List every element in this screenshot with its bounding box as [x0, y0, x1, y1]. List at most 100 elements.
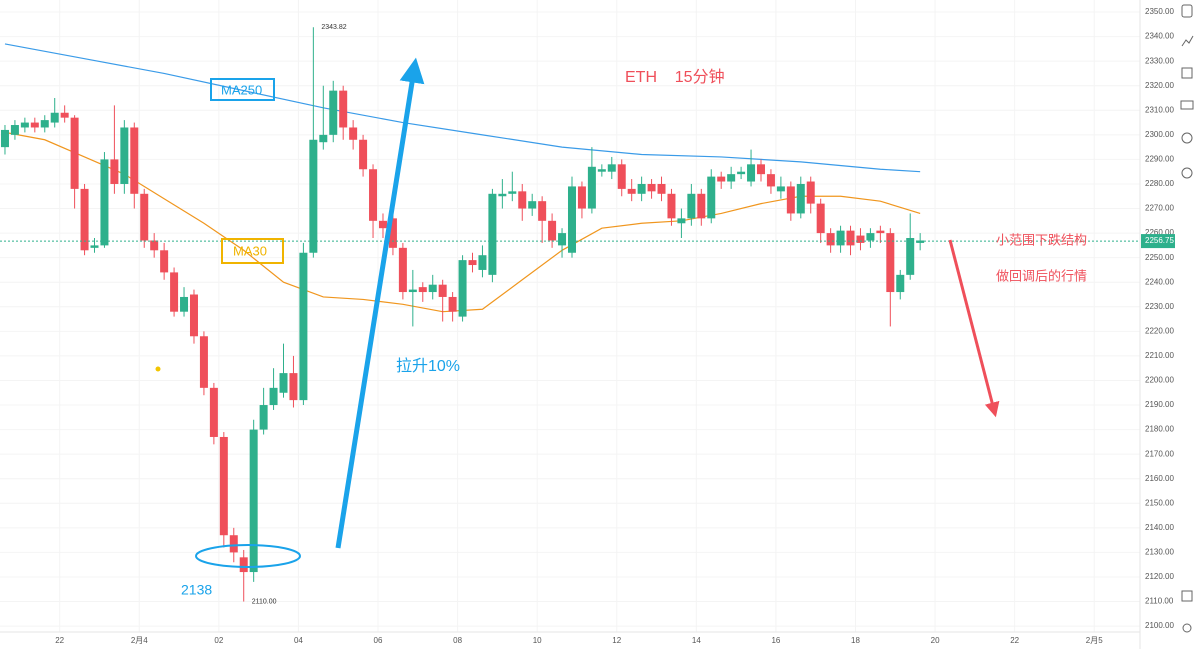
candle-body	[229, 535, 238, 553]
y-tick-label: 2130.00	[1145, 548, 1174, 557]
legend-label: MA30	[233, 243, 267, 258]
candle-body	[20, 122, 29, 128]
annotation: 2138	[181, 582, 212, 598]
chart-title: ETH 15分钟	[625, 68, 725, 86]
tool-icon[interactable]	[1181, 590, 1193, 602]
candle-body	[707, 176, 716, 219]
grid	[0, 0, 1140, 632]
candle-body	[50, 112, 59, 123]
candle-body	[518, 191, 527, 209]
candle-body	[747, 164, 756, 182]
x-tick-label: 12	[612, 636, 621, 645]
candle-body	[468, 260, 477, 266]
candle-body	[846, 230, 855, 246]
candle-body	[70, 117, 79, 189]
candle-body	[199, 336, 208, 388]
candle-body	[617, 164, 626, 189]
y-tick-label: 2330.00	[1145, 56, 1174, 65]
candle-body	[478, 255, 487, 270]
tool-icon[interactable]	[1181, 132, 1193, 144]
candle-body	[289, 373, 298, 401]
candle-body	[697, 193, 706, 219]
price-tag	[1141, 234, 1175, 249]
candle-body	[776, 186, 785, 192]
x-tick-label: 2月4	[131, 636, 148, 645]
candle-body	[786, 186, 795, 214]
y-tick-label: 2280.00	[1145, 179, 1174, 188]
bottom-circle	[195, 544, 301, 568]
candle-body	[299, 252, 308, 401]
candle-body	[30, 122, 39, 128]
candle-body	[40, 120, 49, 128]
candle-body	[398, 247, 407, 293]
candle-body	[856, 235, 865, 243]
candle-body	[319, 134, 328, 143]
candle-body	[189, 294, 198, 337]
candle-body	[160, 250, 169, 273]
candle-body	[647, 183, 656, 192]
candle-body	[438, 284, 447, 297]
candle-body	[657, 183, 666, 194]
tool-icon[interactable]	[1181, 4, 1193, 18]
candle-body	[309, 139, 318, 253]
tool-icon[interactable]	[1181, 67, 1193, 79]
candle-body	[339, 90, 348, 128]
candle-body	[727, 174, 736, 182]
y-tick-label: 2210.00	[1145, 351, 1174, 360]
y-tick-label: 2220.00	[1145, 326, 1174, 335]
candle-body	[548, 220, 557, 241]
candle-body	[667, 193, 676, 219]
candle-body	[120, 127, 129, 184]
y-tick-label: 2270.00	[1145, 204, 1174, 213]
y-tick-label: 2110.00	[1145, 597, 1174, 606]
min-label: 2110.00	[252, 598, 277, 605]
candle-body	[329, 90, 338, 135]
candle-body	[876, 230, 885, 234]
x-tick-label: 22	[1010, 636, 1019, 645]
y-tick-label: 2300.00	[1145, 130, 1174, 139]
candle-body	[567, 186, 576, 253]
tool-icon[interactable]	[1182, 623, 1192, 633]
candle-body	[219, 436, 228, 536]
candle-body	[717, 176, 726, 182]
candle-body	[558, 233, 567, 246]
candle-body	[906, 238, 915, 275]
y-tick-label: 2190.00	[1145, 400, 1174, 409]
y-tick-label: 2180.00	[1145, 425, 1174, 434]
candle-body	[498, 193, 507, 197]
candle-body	[80, 188, 89, 251]
candle-body	[577, 186, 586, 209]
plot	[0, 27, 1140, 602]
annotation: 做回调后的行情	[996, 268, 1087, 283]
annotation: 拉升10%	[396, 357, 460, 375]
tool-icon[interactable]	[1181, 35, 1194, 47]
candle-body	[916, 240, 925, 243]
candle-body	[597, 169, 606, 172]
ma-line	[4, 43, 921, 173]
candle-body	[687, 193, 696, 219]
y-tick-label: 2260.00	[1145, 228, 1174, 237]
candle-body	[279, 373, 288, 393]
x-tick-label: 08	[453, 636, 462, 645]
candle-body	[587, 166, 596, 209]
x-tick-label: 04	[294, 636, 303, 645]
y-tick-label: 2230.00	[1145, 302, 1174, 311]
candle-body	[408, 289, 417, 293]
candle-body	[826, 233, 835, 246]
candle-body	[369, 169, 378, 221]
candle-body	[806, 181, 815, 204]
candle-body	[607, 164, 616, 172]
dot	[155, 366, 161, 372]
candle-body	[766, 174, 775, 187]
candle-body	[349, 127, 358, 140]
candle-body	[677, 218, 686, 224]
candle-body	[249, 429, 258, 573]
candle-body	[90, 245, 99, 248]
tool-icon[interactable]	[1181, 167, 1193, 179]
candle-body	[866, 233, 875, 241]
candle-body	[538, 201, 547, 221]
candle-body	[488, 193, 497, 275]
tool-icon[interactable]	[1180, 100, 1194, 110]
x-tick-label: 10	[533, 636, 542, 645]
y-tick-label: 2160.00	[1145, 474, 1174, 483]
